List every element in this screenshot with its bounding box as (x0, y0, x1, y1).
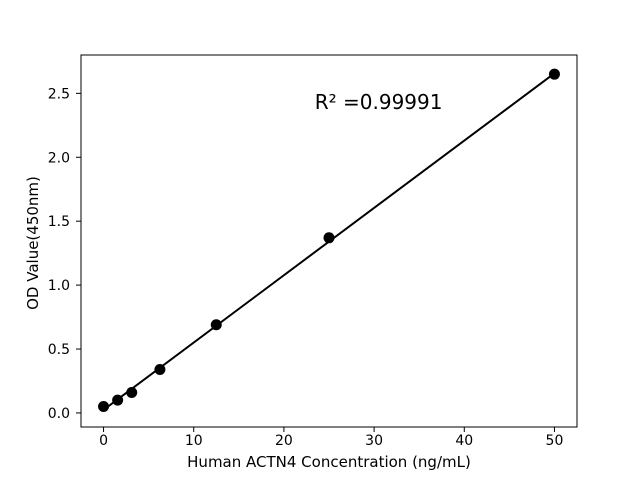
y-tick-label: 0.5 (48, 342, 70, 358)
x-tick-label: 10 (185, 433, 203, 449)
data-point (126, 386, 138, 398)
x-tick-label: 30 (365, 433, 383, 449)
x-axis-label: Human ACTN4 Concentration (ng/mL) (187, 453, 471, 471)
data-point (323, 232, 335, 244)
data-point (154, 363, 166, 375)
y-tick-label: 0.0 (48, 406, 70, 422)
y-tick-label: 2.5 (48, 86, 70, 102)
y-tick-label: 2.0 (48, 150, 70, 166)
y-axis-label: OD Value(450nm) (24, 176, 42, 310)
r-squared-annotation: R² =0.99991 (314, 89, 443, 114)
data-point (98, 401, 110, 413)
x-tick-label: 20 (275, 433, 293, 449)
x-tick-label: 0 (99, 433, 108, 449)
data-point (210, 319, 222, 331)
axes-spines (80, 54, 578, 428)
y-tick-label: 1.5 (48, 214, 70, 230)
data-point (112, 394, 124, 406)
x-tick-label: 50 (546, 433, 564, 449)
x-tick-label: 40 (455, 433, 473, 449)
y-tick-label: 1.0 (48, 278, 70, 294)
data-point (548, 68, 560, 80)
